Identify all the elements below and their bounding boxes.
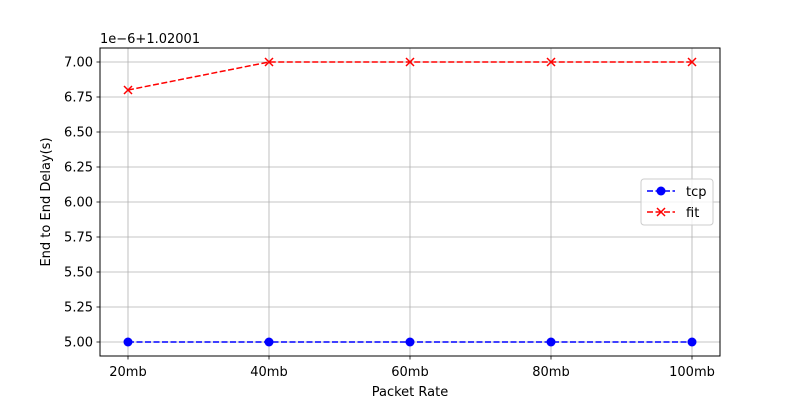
x-tick-label: 80mb (532, 365, 569, 380)
data-point-fit (123, 85, 133, 95)
data-point-tcp (264, 337, 274, 347)
y-tick-label: 6.50 (64, 126, 93, 141)
data-point-fit (264, 57, 274, 67)
x-axis-label: Packet Rate (372, 385, 448, 400)
data-point-fit (405, 57, 415, 67)
data-point-tcp (687, 337, 697, 347)
y-tick-label: 6.25 (64, 161, 93, 176)
y-tick-label: 7.00 (64, 56, 93, 71)
legend-label-tcp: tcp (686, 185, 707, 200)
y-offset-label: 1e−6+1.02001 (100, 32, 200, 47)
x-tick-label: 20mb (109, 365, 146, 380)
y-axis-label: End to End Delay(s) (39, 137, 54, 266)
y-tick-label: 5.00 (64, 336, 93, 351)
x-tick-label: 100mb (669, 365, 715, 380)
data-point-tcp (405, 337, 415, 347)
data-point-fit (687, 57, 697, 67)
axis-ticks: 20mb 40mb 60mb 80mb 100mb 5.00 5.25 5.50 5.75 6.0… (64, 56, 715, 381)
legend: tcp fit (640, 178, 714, 226)
data-point-fit (546, 57, 556, 67)
data-point-tcp (123, 337, 133, 347)
y-tick-label: 5.50 (64, 266, 93, 281)
legend-marker-tcp (656, 186, 666, 196)
legend-marker-fit (656, 207, 666, 217)
x-tick-label: 40mb (250, 365, 287, 380)
y-tick-label: 6.75 (64, 91, 93, 106)
series-layer (123, 57, 697, 347)
y-tick-label: 5.25 (64, 301, 93, 316)
legend-label-fit: fit (686, 206, 699, 221)
data-point-tcp (546, 337, 556, 347)
y-tick-label: 6.00 (64, 196, 93, 211)
y-tick-label: 5.75 (64, 231, 93, 246)
x-tick-label: 60mb (391, 365, 428, 380)
